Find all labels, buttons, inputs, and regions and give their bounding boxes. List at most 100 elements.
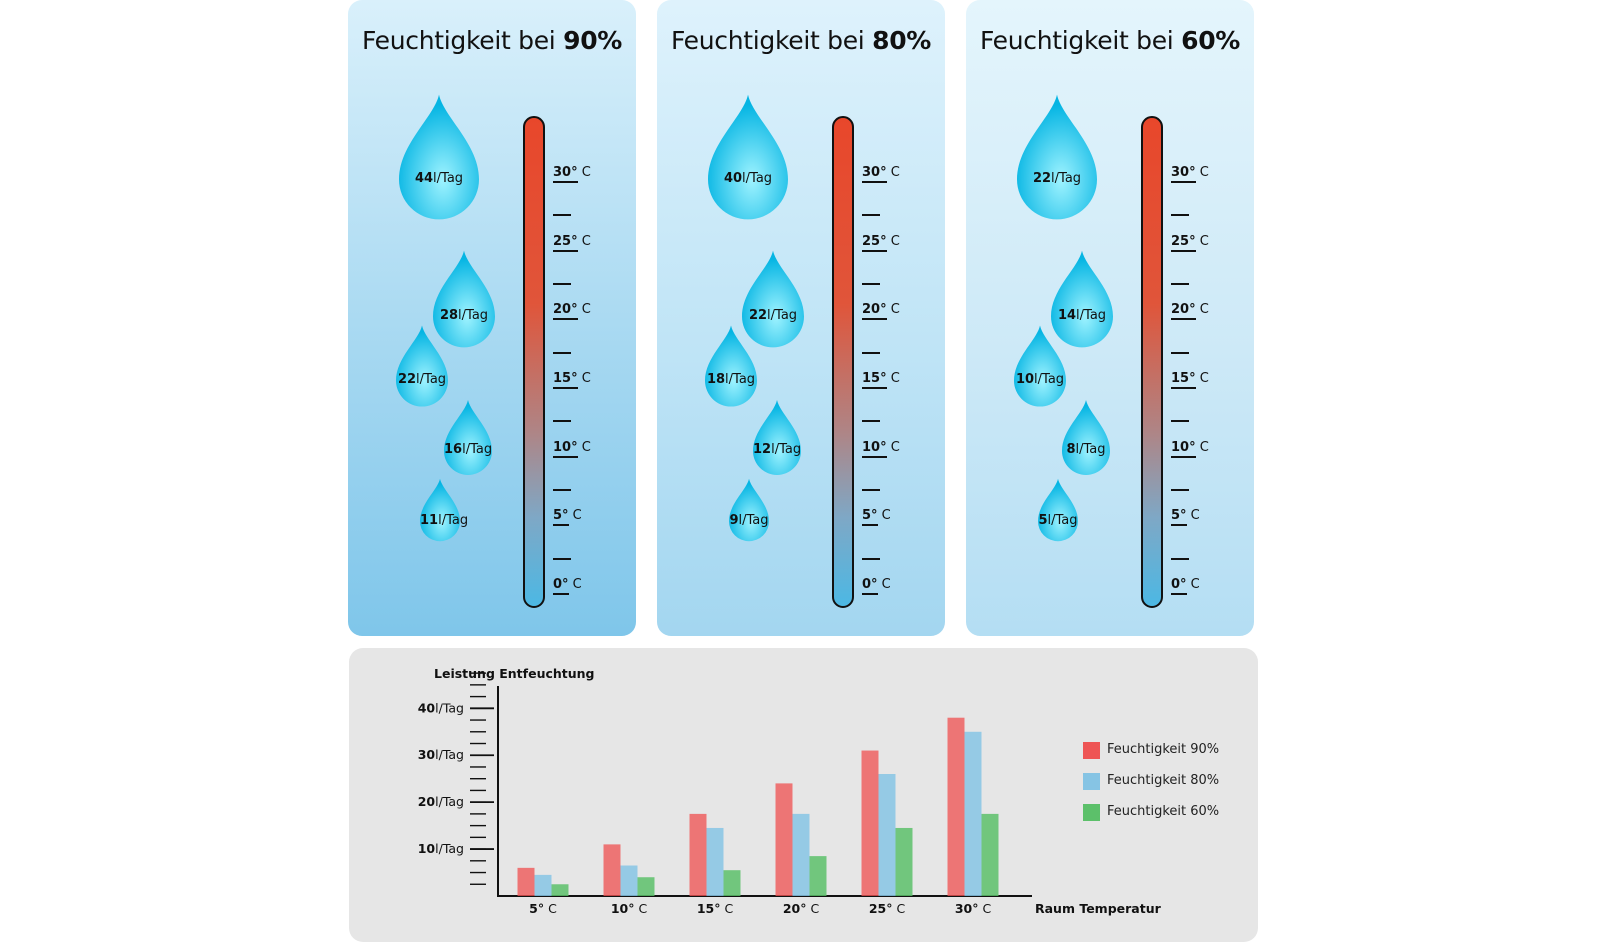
x-tick-label: 30° C (955, 901, 992, 916)
water-drop-shape (753, 400, 801, 475)
temperature-label: 20° C (553, 302, 591, 321)
thermometer-minor-tick (1171, 351, 1189, 354)
temperature-value: 20° (862, 302, 887, 321)
drop-value-label: 8l/Tag (1062, 442, 1110, 457)
drop-value-label: 12l/Tag (753, 442, 801, 457)
temperature-label: 10° C (862, 439, 900, 458)
y-tick-label: 20l/Tag (418, 794, 464, 809)
drop-value: 40 (723, 171, 743, 186)
temperature-unit: C (886, 371, 900, 386)
temperature-label: 15° C (1171, 371, 1209, 389)
water-drop: 9l/Tag (729, 478, 769, 542)
water-drop: 8l/Tag (1062, 400, 1110, 475)
bar-60-5 (895, 827, 913, 896)
drop-value: 22 (1032, 171, 1052, 186)
x-tick-label: 5° C (529, 901, 557, 916)
water-drop: 12l/Tag (753, 400, 801, 475)
temperature-unit: C (1195, 165, 1209, 180)
temperature-unit: C (1195, 371, 1209, 386)
drop-unit: l/Tag (1076, 308, 1107, 323)
water-drop: 18l/Tag (705, 325, 757, 407)
legend-swatch (1083, 804, 1100, 821)
bar-90-4 (775, 783, 793, 896)
water-drop-shape (1051, 250, 1113, 348)
bar-60-4 (809, 856, 827, 896)
drop-value: 10 (1015, 372, 1035, 387)
bar-60-6 (981, 813, 999, 896)
panel-title-percent: 90% (563, 26, 623, 55)
panel-title: Feuchtigkeit bei 90% (348, 26, 636, 55)
temperature-label: 25° C (553, 233, 591, 252)
drop-value-label: 5l/Tag (1038, 513, 1078, 528)
bar-60-3 (723, 870, 741, 896)
temperature-value: 25° (1171, 233, 1196, 252)
bar-60-2 (637, 877, 655, 896)
thermometer-minor-tick (862, 420, 880, 423)
y-tick-label: 40l/Tag (418, 700, 464, 715)
thermometer-minor-tick (862, 489, 880, 491)
temperature-label: 0° C (553, 577, 582, 595)
water-drop-shape (1038, 478, 1078, 542)
water-drop-shape (742, 250, 804, 348)
temperature-value: 30° (1171, 165, 1196, 183)
thermometer-minor-tick (862, 283, 880, 285)
bar-80-2 (620, 865, 638, 896)
bar-80-4 (792, 813, 810, 896)
panel-title-prefix: Feuchtigkeit bei (670, 26, 873, 55)
x-tick-label: 10° C (611, 901, 648, 916)
water-drop-shape (444, 400, 492, 475)
bar-chart: Leistung Entfeuchtung Raum Temperatur 10… (418, 666, 1162, 916)
temperature-label: 25° C (1171, 233, 1209, 252)
thermometer-minor-tick (862, 557, 880, 560)
drop-value-label: 40l/Tag (708, 171, 788, 186)
temperature-value: 20° (1171, 302, 1196, 321)
legend-swatch (1083, 742, 1100, 759)
humidity-panel-60: Feuchtigkeit bei 60% 22l/Tag 14l/Tag 10l/T… (966, 0, 1254, 636)
panel-title-percent: 80% (872, 26, 932, 55)
thermometer-minor-tick (862, 214, 880, 217)
temperature-unit: C (577, 233, 591, 249)
temperature-label: 25° C (862, 233, 900, 252)
drop-unit: l/Tag (1047, 513, 1078, 528)
y-tick-label: 10l/Tag (418, 841, 464, 856)
temperature-unit: C (886, 439, 900, 455)
drop-unit: l/Tag (771, 442, 802, 457)
drop-value-label: 10l/Tag (1014, 372, 1066, 387)
drop-unit: l/Tag (767, 308, 798, 323)
x-tick-labels: 5° C 10° C 15° C 20° C 25° C 30° C (529, 901, 991, 916)
bar-80-3 (706, 827, 724, 896)
water-drop-shape (420, 478, 460, 542)
temperature-unit: C (1186, 508, 1200, 524)
temperature-label: 5° C (862, 508, 891, 527)
thermometer-minor-tick (553, 351, 571, 354)
temperature-unit: C (1186, 577, 1200, 592)
thermometer-minor-tick (553, 214, 571, 217)
panel-title-percent: 60% (1181, 26, 1241, 55)
drop-value-label: 28l/Tag (433, 308, 495, 323)
legend-swatch (1083, 773, 1100, 790)
legend-label: Feuchtigkeit 60% (1107, 804, 1220, 819)
thermometer-minor-tick (1171, 489, 1189, 491)
drop-unit: l/Tag (433, 171, 464, 186)
drop-value: 8 (1066, 442, 1076, 457)
temperature-value: 15° (862, 371, 887, 389)
drop-value: 11 (420, 513, 439, 528)
thermometer-minor-tick (553, 283, 571, 285)
bars (517, 717, 999, 896)
temperature-unit: C (877, 577, 891, 592)
drop-value: 5 (1038, 513, 1048, 528)
chart-panel: Leistung Entfeuchtung Raum Temperatur 10… (349, 648, 1258, 942)
drop-value-label: 14l/Tag (1051, 308, 1113, 323)
humidity-panel-80: Feuchtigkeit bei 80% 40l/Tag 22l/Tag 18l/T… (657, 0, 945, 636)
water-drop: 22l/Tag (742, 250, 804, 348)
temperature-value: 5° (862, 508, 878, 527)
temperature-label: 5° C (553, 508, 582, 527)
drop-value-label: 18l/Tag (705, 372, 757, 387)
legend-label: Feuchtigkeit 90% (1107, 742, 1220, 757)
x-tick-label: 20° C (783, 901, 820, 916)
drop-unit: l/Tag (458, 308, 489, 323)
thermometer-minor-tick (553, 420, 571, 423)
temperature-unit: C (568, 508, 582, 524)
bar-80-1 (534, 874, 552, 896)
temperature-unit: C (1195, 233, 1209, 249)
